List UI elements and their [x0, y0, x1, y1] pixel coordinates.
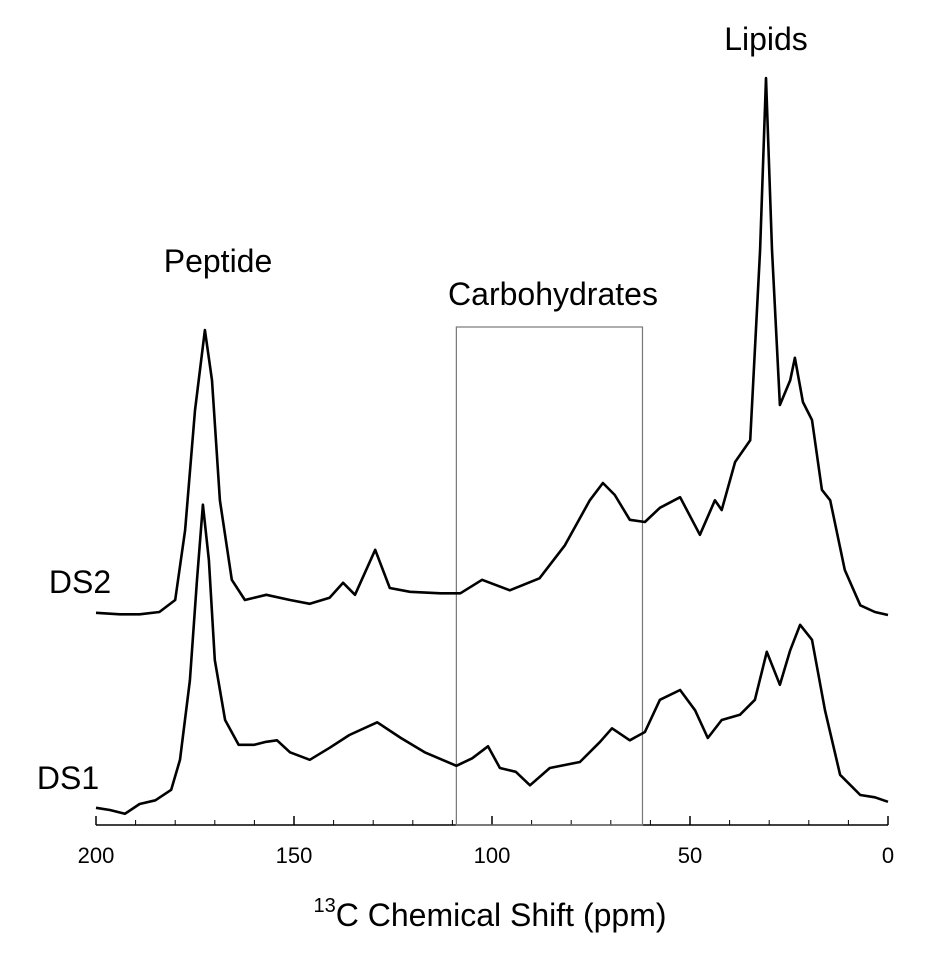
annotation: Lipids: [724, 21, 808, 57]
spectrum-line: [95, 76, 889, 617]
annotation: Peptide: [164, 243, 273, 279]
region-box: [455, 326, 644, 826]
x-axis-label-sup: 13: [314, 895, 336, 917]
spectrum-line: [95, 503, 889, 816]
series-label: DS1: [37, 760, 99, 796]
x-tick-label: 150: [276, 843, 313, 868]
annotation: Carbohydrates: [448, 276, 658, 312]
series-label: DS2: [49, 564, 111, 600]
x-tick-label: 100: [474, 843, 511, 868]
x-tick-label: 0: [882, 843, 894, 868]
x-axis-label-main: C Chemical Shift (ppm): [336, 897, 667, 933]
x-tick-label: 50: [678, 843, 702, 868]
x-axis-label: 13C Chemical Shift (ppm): [314, 895, 667, 933]
x-tick-label: 200: [78, 843, 115, 868]
